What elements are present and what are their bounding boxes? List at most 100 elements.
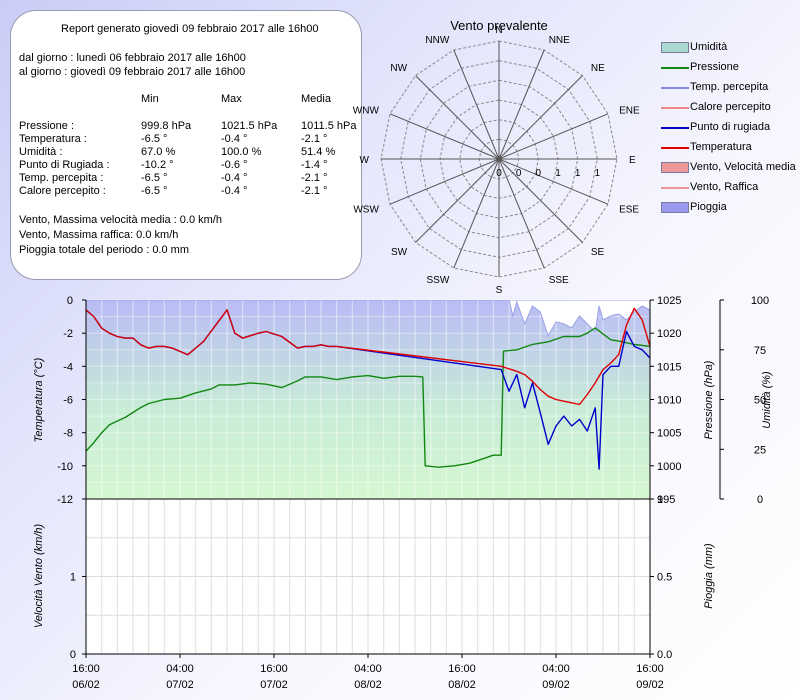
stat-avg: -2.1 °: [301, 185, 328, 197]
wind-avg-text: Vento, Massima velocità media : 0.0 km/h: [19, 214, 222, 226]
stat-min: 999.8 hPa: [141, 120, 192, 132]
legend-item: Umidità: [661, 40, 796, 54]
legend-swatch: [661, 147, 689, 149]
col-max-header: Max: [221, 93, 242, 105]
report-from: dal giorno : lunedì 06 febbraio 2017 all…: [19, 52, 246, 64]
x-tick-label: 07/02: [260, 679, 288, 691]
x-tick-label: 09/02: [542, 679, 570, 691]
y-tick-label: 0: [757, 494, 763, 506]
y-axis-title-wind: Velocità Vento (km/h): [33, 523, 45, 628]
legend-item: Temperatura: [661, 140, 796, 154]
report-to: al giorno : giovedì 09 febbraio 2017 all…: [19, 66, 246, 78]
y-tick-label: 0: [67, 295, 73, 307]
legend-swatch: [661, 187, 689, 189]
y-tick-label: -6: [63, 395, 73, 407]
y-axis-title-pressure: Pressione (hPa): [703, 360, 715, 439]
y-axis-title-temperature: Temperatura (°C): [33, 357, 45, 442]
main-chart: [85, 299, 651, 500]
y-tick-label: 995: [657, 494, 675, 506]
legend-swatch: [661, 87, 689, 89]
legend-label: Pioggia: [690, 201, 727, 213]
legend-label: Temp. percepita: [690, 81, 769, 93]
stat-max: -0.6 °: [221, 159, 248, 171]
y-tick-label: 75: [754, 345, 766, 357]
stat-min: -10.2 °: [141, 159, 174, 171]
stat-avg: 51.4 %: [301, 146, 336, 158]
rain-total-text: Pioggia totale del periodo : 0.0 mm: [19, 244, 189, 256]
x-tick-label: 04:00: [166, 663, 194, 675]
x-tick-label: 16:00: [72, 663, 100, 675]
stat-label: Pressione :: [19, 120, 75, 132]
stat-min: 67.0 %: [141, 146, 176, 158]
legend-item: Pioggia: [661, 200, 796, 214]
stat-label: Calore percepito :: [19, 185, 106, 197]
x-tick-label: 08/02: [448, 679, 476, 691]
series-temperatura: [86, 307, 650, 406]
y-tick-label: 1020: [657, 328, 681, 340]
legend-label: Vento, Raffica: [690, 181, 759, 193]
y-tick-label: 100: [751, 295, 769, 307]
legend-swatch: [661, 202, 689, 213]
stat-label: Temp. percepita :: [19, 172, 104, 184]
y-tick-label: 1015: [657, 361, 681, 373]
legend-label: Calore percepito: [690, 101, 771, 113]
legend-item: Punto di rugiada: [661, 120, 796, 134]
x-tick-label: 16:00: [260, 663, 288, 675]
series-group: [86, 300, 650, 470]
y-tick-label: 1: [657, 494, 663, 506]
x-tick-label: 08/02: [354, 679, 382, 691]
stat-label: Punto di Rugiada :: [19, 159, 110, 171]
legend-swatch: [661, 107, 689, 109]
y-tick-label: 1010: [657, 395, 681, 407]
x-tick-label: 07/02: [166, 679, 194, 691]
y-tick-label: -8: [63, 428, 73, 440]
col-min-header: Min: [141, 93, 159, 105]
y-tick-label: 1005: [657, 428, 681, 440]
stat-avg: -2.1 °: [301, 172, 328, 184]
y-axis-title-humidity: Umidità (%): [761, 371, 773, 429]
y-axis-title-rain: Pioggia (mm): [703, 543, 715, 609]
legend-label: Umidità: [690, 41, 728, 53]
y-tick-label: -12: [57, 494, 73, 506]
y-tick-label: 1000: [657, 461, 681, 473]
stat-avg: 1011.5 hPa: [301, 120, 357, 132]
y-tick-label: -4: [63, 361, 73, 373]
legend-swatch: [661, 42, 689, 53]
y-tick-label: -2: [63, 328, 73, 340]
legend-item: Vento, Velocità media: [661, 160, 796, 174]
stat-max: -0.4 °: [221, 133, 248, 145]
legend-item: Pressione: [661, 60, 796, 74]
stat-max: 100.0 %: [221, 146, 262, 158]
legend-item: Vento, Raffica: [661, 180, 796, 194]
wind-rain-chart: [85, 499, 651, 654]
y-tick-label: 0.5: [657, 572, 672, 584]
summary-panel: Report generato giovedì 09 febbraio 2017…: [10, 10, 362, 280]
x-tick-label: 06/02: [72, 679, 100, 691]
legend-label: Vento, Velocità media: [690, 161, 796, 173]
legend-label: Punto di rugiada: [690, 121, 771, 133]
stat-min: -6.5 °: [141, 172, 168, 184]
x-tick-label: 04:00: [542, 663, 570, 675]
wind-gust-text: Vento, Massima raffica: 0.0 km/h: [19, 229, 179, 241]
stat-max: -0.4 °: [221, 172, 248, 184]
y-tick-label: -10: [57, 461, 73, 473]
y-tick-label: 0.0: [657, 649, 672, 661]
legend-swatch: [661, 67, 689, 69]
stat-max: -0.4 °: [221, 185, 248, 197]
chart-axes: 0-2-4-6-8-10-121025102010151010100510009…: [33, 295, 773, 691]
col-avg-header: Media: [301, 93, 331, 105]
y-tick-label: 1025: [657, 295, 681, 307]
x-tick-label: 16:00: [448, 663, 476, 675]
report-title: Report generato giovedì 09 febbraio 2017…: [61, 23, 319, 35]
legend-label: Temperatura: [690, 141, 752, 153]
legend-item: Calore percepito: [661, 100, 796, 114]
legend-swatch: [661, 127, 689, 129]
x-tick-label: 16:00: [636, 663, 664, 675]
stat-label: Temperatura :: [19, 133, 87, 145]
stat-min: -6.5 °: [141, 185, 168, 197]
series-pressione: [86, 327, 650, 468]
legend-label: Pressione: [690, 61, 739, 73]
stat-label: Umidità :: [19, 146, 63, 158]
stat-avg: -2.1 °: [301, 133, 328, 145]
